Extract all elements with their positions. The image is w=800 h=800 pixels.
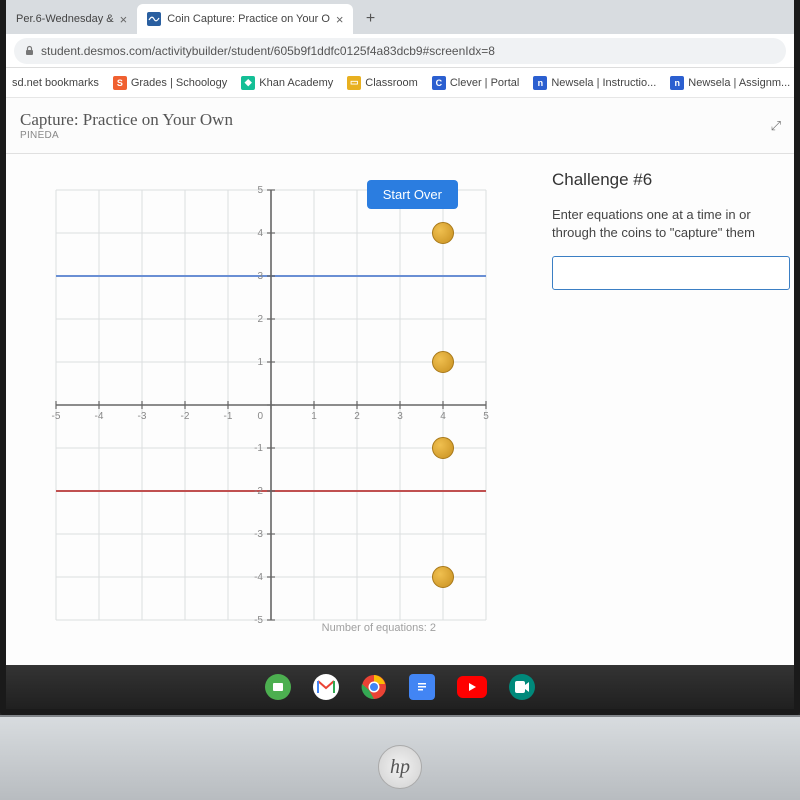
svg-text:-5: -5 [254, 615, 263, 626]
khan-icon: ◆ [241, 76, 255, 90]
svg-text:-2: -2 [254, 486, 263, 497]
start-over-button[interactable]: Start Over [367, 180, 458, 209]
bookmark-newsela1[interactable]: n Newsela | Instructio... [533, 76, 656, 90]
bookmark-label: sd.net bookmarks [12, 77, 99, 89]
svg-text:4: 4 [440, 411, 446, 422]
shelf-youtube-icon[interactable] [457, 676, 487, 698]
url-input[interactable]: student.desmos.com/activitybuilder/stude… [14, 38, 786, 64]
close-icon[interactable]: × [120, 12, 128, 27]
graph[interactable]: -5 -5 -4 -4 -3 -3 -2 -2 -1 -1 0 1 1 2 2 3 3 4 4 5 5 Start Ov… [36, 170, 506, 640]
svg-text:2: 2 [257, 314, 263, 325]
svg-text:3: 3 [397, 411, 403, 422]
challenge-title: Challenge #6 [552, 170, 790, 190]
bookmark-sdnet[interactable]: sd.net bookmarks [12, 77, 99, 89]
svg-text:5: 5 [257, 185, 263, 196]
instruction-text: Enter equations one at a time in or thro… [552, 206, 790, 242]
coin [432, 437, 454, 459]
browser-tab-active[interactable]: Coin Capture: Practice on Your O × [137, 4, 353, 34]
equation-input[interactable] [552, 256, 790, 290]
shelf-docs-icon[interactable] [409, 674, 435, 700]
shelf-files-icon[interactable] [265, 674, 291, 700]
tab-label: Per.6-Wednesday & [16, 13, 114, 25]
url-text: student.desmos.com/activitybuilder/stude… [41, 44, 495, 58]
close-icon[interactable]: × [336, 12, 344, 27]
newsela-icon: n [533, 76, 547, 90]
equation-count: Number of equations: 2 [322, 622, 436, 634]
svg-text:2: 2 [354, 411, 360, 422]
bookmark-label: Newsela | Instructio... [551, 77, 656, 89]
browser-tab-inactive[interactable]: Per.6-Wednesday & × [6, 4, 137, 34]
shelf-meet-icon[interactable] [509, 674, 535, 700]
coin [432, 566, 454, 588]
bookmark-label: Classroom [365, 77, 418, 89]
activity-title: Capture: Practice on Your Own [20, 110, 233, 130]
graph-panel: -5 -5 -4 -4 -3 -3 -2 -2 -1 -1 0 1 1 2 2 3 3 4 4 5 5 Start Ov… [6, 154, 546, 709]
svg-text:5: 5 [483, 411, 489, 422]
new-tab-button[interactable]: + [357, 6, 383, 32]
bookmark-label: Khan Academy [259, 77, 333, 89]
chrome-os-shelf [6, 665, 794, 709]
coin [432, 222, 454, 244]
activity-header: Capture: Practice on Your Own PINEDA ⤢ [6, 98, 794, 154]
bookmark-schoology[interactable]: S Grades | Schoology [113, 76, 227, 90]
hp-logo: hp [378, 745, 422, 789]
svg-text:-4: -4 [95, 411, 104, 422]
svg-text:-2: -2 [181, 411, 190, 422]
svg-text:3: 3 [257, 271, 263, 282]
bookmark-classroom[interactable]: ▭ Classroom [347, 76, 418, 90]
bookmarks-bar: sd.net bookmarks S Grades | Schoology ◆ Kh… [6, 68, 794, 98]
bookmark-label: Newsela | Assignm... [688, 77, 790, 89]
bookmark-khan[interactable]: ◆ Khan Academy [241, 76, 333, 90]
svg-text:-4: -4 [254, 572, 263, 583]
svg-text:4: 4 [257, 228, 263, 239]
svg-text:-1: -1 [254, 443, 263, 454]
classroom-icon: ▭ [347, 76, 361, 90]
shelf-chrome-icon[interactable] [361, 674, 387, 700]
laptop-screen: Per.6-Wednesday & × Coin Capture: Practi… [0, 0, 800, 715]
schoology-icon: S [113, 76, 127, 90]
shelf-gmail-icon[interactable] [313, 674, 339, 700]
bookmark-clever[interactable]: C Clever | Portal [432, 76, 520, 90]
chrome-tab-strip: Per.6-Wednesday & × Coin Capture: Practi… [6, 0, 794, 34]
svg-text:0: 0 [257, 411, 263, 422]
bookmark-label: Clever | Portal [450, 77, 520, 89]
bookmark-label: Grades | Schoology [131, 77, 227, 89]
clever-icon: C [432, 76, 446, 90]
svg-text:-1: -1 [224, 411, 233, 422]
svg-text:-3: -3 [138, 411, 147, 422]
content-area: -5 -5 -4 -4 -3 -3 -2 -2 -1 -1 0 1 1 2 2 3 3 4 4 5 5 Start Ov… [6, 154, 794, 709]
tab-label: Coin Capture: Practice on Your O [167, 13, 330, 25]
fullscreen-icon[interactable]: ⤢ [771, 118, 780, 134]
url-bar: student.desmos.com/activitybuilder/stude… [6, 34, 794, 68]
activity-subtitle: PINEDA [20, 130, 233, 141]
svg-text:-3: -3 [254, 529, 263, 540]
bookmark-newsela2[interactable]: n Newsela | Assignm... [670, 76, 790, 90]
svg-text:1: 1 [311, 411, 317, 422]
right-panel: Challenge #6 Enter equations one at a ti… [546, 154, 794, 709]
newsela-icon: n [670, 76, 684, 90]
lock-icon [24, 45, 35, 56]
desmos-favicon-icon [147, 12, 161, 26]
svg-text:-5: -5 [52, 411, 61, 422]
svg-text:1: 1 [257, 357, 263, 368]
coin [432, 351, 454, 373]
